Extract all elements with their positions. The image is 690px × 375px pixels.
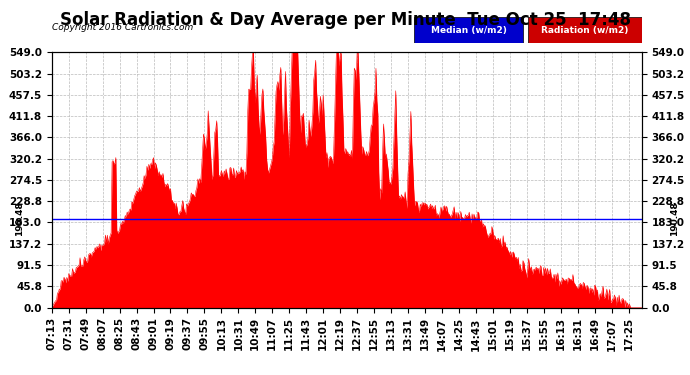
- FancyBboxPatch shape: [414, 17, 523, 43]
- Text: Median (w/m2): Median (w/m2): [431, 26, 506, 34]
- Text: Copyright 2016 Cartronics.com: Copyright 2016 Cartronics.com: [52, 22, 193, 32]
- Text: Radiation (w/m2): Radiation (w/m2): [541, 26, 629, 34]
- Text: 190.48: 190.48: [670, 202, 679, 236]
- Text: 190.48: 190.48: [14, 202, 23, 236]
- Text: Solar Radiation & Day Average per Minute  Tue Oct 25  17:48: Solar Radiation & Day Average per Minute…: [59, 11, 631, 29]
- FancyBboxPatch shape: [528, 17, 642, 43]
